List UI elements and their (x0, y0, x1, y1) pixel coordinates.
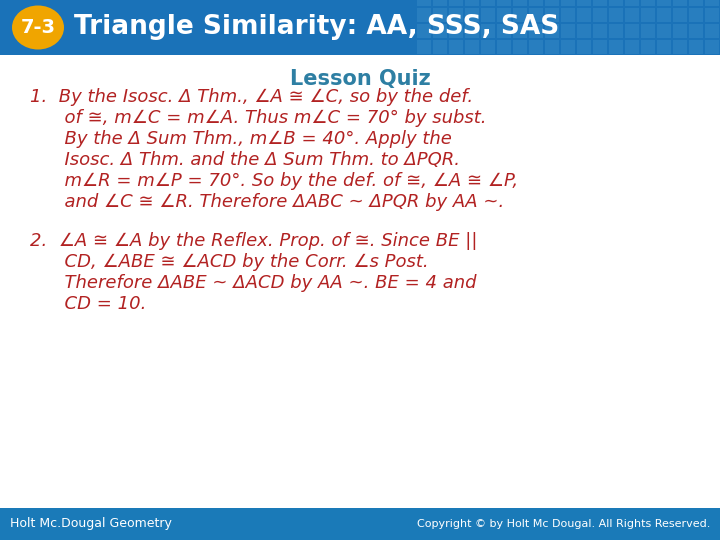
Bar (561, 24, 575, 38)
Bar (593, 0, 607, 6)
Bar (497, 0, 511, 6)
Text: Holt Mc.Dougal Geometry: Holt Mc.Dougal Geometry (10, 517, 172, 530)
Bar (417, 40, 431, 54)
Bar (641, 24, 655, 38)
Text: Triangle Similarity: AA, SSS, SAS: Triangle Similarity: AA, SSS, SAS (74, 15, 559, 40)
Text: Copyright © by Holt Mc Dougal. All Rights Reserved.: Copyright © by Holt Mc Dougal. All Right… (417, 519, 710, 529)
Bar (529, 8, 543, 22)
Text: CD, ∠ABE ≅ ∠ACD by the Corr. ∠s Post.: CD, ∠ABE ≅ ∠ACD by the Corr. ∠s Post. (30, 253, 428, 271)
Bar (433, 8, 447, 22)
Bar (609, 40, 623, 54)
Bar (705, 40, 719, 54)
Text: m∠R = m∠P = 70°. So by the def. of ≅, ∠A ≅ ∠P,: m∠R = m∠P = 70°. So by the def. of ≅, ∠A… (30, 172, 518, 190)
Bar (513, 0, 527, 6)
Bar (657, 0, 671, 6)
Text: 7-3: 7-3 (20, 18, 55, 37)
Text: Isosc. Δ Thm. and the Δ Sum Thm. to ΔPQR.: Isosc. Δ Thm. and the Δ Sum Thm. to ΔPQR… (30, 151, 460, 169)
Bar (689, 24, 703, 38)
Text: Lesson Quiz: Lesson Quiz (289, 69, 431, 89)
Bar (705, 8, 719, 22)
Bar (657, 8, 671, 22)
Bar (481, 40, 495, 54)
Bar (593, 8, 607, 22)
Bar (609, 8, 623, 22)
Bar (625, 40, 639, 54)
Bar (481, 24, 495, 38)
Bar (625, 0, 639, 6)
Text: 1.  By the Isosc. Δ Thm., ∠A ≅ ∠C, so by the def.: 1. By the Isosc. Δ Thm., ∠A ≅ ∠C, so by … (30, 88, 473, 106)
Bar (561, 40, 575, 54)
Text: and ∠C ≅ ∠R. Therefore ΔABC ~ ΔPQR by AA ~.: and ∠C ≅ ∠R. Therefore ΔABC ~ ΔPQR by AA… (30, 193, 504, 211)
Bar (417, 0, 431, 6)
Bar (481, 0, 495, 6)
Bar (577, 0, 591, 6)
Bar (449, 40, 463, 54)
Bar (593, 40, 607, 54)
Bar (417, 24, 431, 38)
Bar (705, 0, 719, 6)
Bar (465, 0, 479, 6)
Bar (465, 24, 479, 38)
Bar (577, 40, 591, 54)
Bar (529, 40, 543, 54)
Bar (497, 24, 511, 38)
Bar (513, 24, 527, 38)
Bar (641, 0, 655, 6)
Bar (689, 40, 703, 54)
Bar (465, 8, 479, 22)
Bar (497, 8, 511, 22)
Bar (673, 40, 687, 54)
Bar (433, 0, 447, 6)
Bar (529, 24, 543, 38)
Bar (433, 40, 447, 54)
Bar (481, 8, 495, 22)
Bar (673, 8, 687, 22)
Bar (609, 0, 623, 6)
Bar (545, 0, 559, 6)
Bar (641, 40, 655, 54)
Bar (497, 40, 511, 54)
Bar (0, 508, 720, 540)
Bar (561, 0, 575, 6)
Text: of ≅, m∠C = m∠A. Thus m∠C = 70° by subst.: of ≅, m∠C = m∠A. Thus m∠C = 70° by subst… (30, 109, 487, 127)
Bar (545, 8, 559, 22)
Bar (657, 24, 671, 38)
Bar (625, 8, 639, 22)
Bar (673, 24, 687, 38)
Bar (689, 0, 703, 6)
Text: CD = 10.: CD = 10. (30, 295, 146, 313)
Bar (689, 8, 703, 22)
Bar (545, 24, 559, 38)
Text: By the Δ Sum Thm., m∠B = 40°. Apply the: By the Δ Sum Thm., m∠B = 40°. Apply the (30, 130, 452, 148)
Bar (625, 24, 639, 38)
Bar (449, 8, 463, 22)
Text: 2.  ∠A ≅ ∠A by the Reflex. Prop. of ≅. Since BE ||: 2. ∠A ≅ ∠A by the Reflex. Prop. of ≅. Si… (30, 232, 477, 250)
Bar (513, 40, 527, 54)
Bar (529, 0, 543, 6)
Bar (641, 8, 655, 22)
Bar (545, 40, 559, 54)
Bar (513, 8, 527, 22)
Bar (449, 0, 463, 6)
Text: Therefore ΔABE ~ ΔACD by AA ~. BE = 4 and: Therefore ΔABE ~ ΔACD by AA ~. BE = 4 an… (30, 274, 477, 292)
Bar (433, 24, 447, 38)
Bar (609, 24, 623, 38)
Bar (0, 0, 720, 55)
Bar (577, 24, 591, 38)
Bar (465, 40, 479, 54)
Bar (673, 0, 687, 6)
Bar (417, 8, 431, 22)
Bar (561, 8, 575, 22)
Ellipse shape (12, 5, 64, 50)
Bar (593, 24, 607, 38)
Bar (657, 40, 671, 54)
Bar (705, 24, 719, 38)
Bar (449, 24, 463, 38)
Bar (577, 8, 591, 22)
